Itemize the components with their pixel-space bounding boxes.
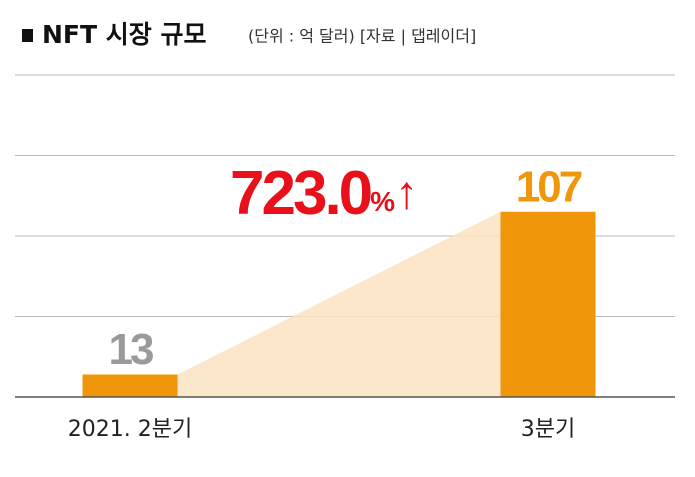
- bar: [82, 374, 178, 397]
- value-label: 107: [516, 162, 582, 211]
- chart-title: NFT 시장 규모: [42, 20, 206, 49]
- x-tick-label: 3분기: [521, 417, 575, 442]
- title-marker: [22, 29, 33, 42]
- chart-subtitle: (단위 : 억 달러) [자료 | 댑레이더]: [248, 27, 476, 46]
- value-label: 13: [109, 325, 153, 374]
- x-tick-label: 2021. 2분기: [68, 417, 192, 442]
- bar: [500, 211, 596, 397]
- annotation: 723.0%↑: [230, 159, 418, 228]
- growth-shade: [177, 211, 501, 397]
